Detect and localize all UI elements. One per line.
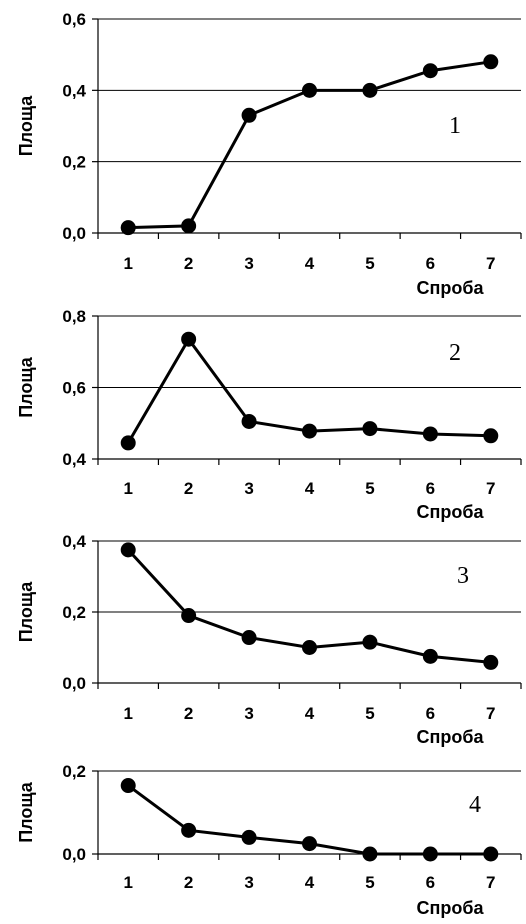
chart-2-xtick-label: 6	[426, 479, 435, 498]
chart-1-x-axis-title: Спроба	[417, 278, 485, 298]
chart-3-xtick-label: 7	[486, 704, 495, 723]
chart-4-ytick-label: 0,0	[62, 845, 86, 864]
chart-3-data-point	[181, 608, 197, 624]
chart-3-data-point	[241, 630, 257, 646]
chart-3-xtick-label: 4	[305, 704, 315, 723]
chart-1-panel-label: 1	[449, 113, 461, 139]
chart-4-xtick-label: 3	[244, 873, 253, 892]
chart-3-data-point	[302, 640, 317, 655]
chart-2-xtick-label: 7	[486, 479, 495, 498]
chart-2-data-point	[302, 423, 317, 439]
chart-1-data-point	[302, 82, 317, 98]
chart-3-data-point	[362, 634, 378, 650]
chart-4-data-point	[241, 829, 257, 845]
chart-3-x-axis-title: Спроба	[417, 727, 485, 747]
chart-1-data-point	[422, 63, 438, 79]
chart-2-xtick-label: 5	[365, 479, 374, 498]
chart-3-ytick-label: 0,2	[62, 603, 86, 622]
chart-2-xtick-label: 3	[244, 479, 253, 498]
chart-3-xtick-label: 6	[426, 704, 435, 723]
chart-4-panel-label: 4	[469, 792, 481, 818]
chart-2-xtick-label: 1	[123, 479, 132, 498]
chart-2-ytick-label: 0,4	[62, 450, 86, 469]
chart-4-data-point	[120, 778, 136, 794]
chart-3-data-point	[120, 542, 136, 558]
chart-1-data-point	[120, 220, 136, 236]
chart-3-xtick-label: 5	[365, 704, 374, 723]
chart-3-panel-label: 3	[457, 563, 469, 589]
chart-4-xtick-label: 4	[305, 873, 315, 892]
chart-1-xtick-label: 7	[486, 254, 495, 273]
chart-3-data-point	[483, 654, 499, 670]
chart-2-data-point	[422, 426, 438, 442]
chart-4-ytick-label: 0,2	[62, 762, 86, 781]
chart-1-xtick-label: 2	[184, 254, 193, 273]
chart-3-xtick-label: 1	[123, 704, 132, 723]
chart-2-panel-label: 2	[449, 340, 461, 366]
chart-4-data-point	[302, 836, 317, 852]
chart-2-ytick-label: 0,8	[62, 307, 86, 326]
chart-3-xtick-label: 2	[184, 704, 193, 723]
chart-1-data-point	[181, 218, 197, 234]
chart-4-xtick-label: 2	[184, 873, 193, 892]
chart-4-data-point	[181, 822, 197, 838]
chart-1-data-point	[483, 54, 499, 70]
chart-1-xtick-label: 5	[365, 254, 374, 273]
chart-3-ytick-label: 0,4	[62, 532, 86, 551]
chart-2-data-point	[241, 413, 257, 429]
chart-4-xtick-label: 6	[426, 873, 435, 892]
chart-1-y-axis-title: Площа	[16, 95, 36, 157]
chart-3-ytick-label: 0,0	[62, 674, 86, 693]
chart-1-data-point	[241, 107, 257, 123]
chart-3-y-axis-title: Площа	[16, 581, 36, 643]
chart-4-data-point	[483, 846, 499, 862]
chart-1-xtick-label: 1	[123, 254, 132, 273]
chart-2-x-axis-title: Спроба	[417, 502, 485, 522]
chart-3-xtick-label: 3	[244, 704, 253, 723]
chart-2-data-point	[483, 428, 499, 444]
chart-1-ytick-label: 0,0	[62, 224, 86, 243]
chart-3-data-point	[422, 648, 438, 664]
chart-4-x-axis-title: Спроба	[417, 898, 485, 918]
chart-2-data-point	[362, 421, 378, 437]
chart-4-data-point	[422, 846, 438, 862]
chart-4-data-point	[362, 846, 378, 862]
chart-4-y-axis-title: Площа	[16, 781, 36, 843]
chart-2-ytick-label: 0,6	[62, 379, 86, 398]
chart-1-xtick-label: 6	[426, 254, 435, 273]
chart-1-data-point	[362, 82, 378, 98]
chart-1-ytick-label: 0,6	[62, 10, 86, 29]
chart-4-xtick-label: 1	[123, 873, 132, 892]
chart-2-xtick-label: 2	[184, 479, 193, 498]
chart-1-xtick-label: 3	[244, 254, 253, 273]
chart-2-y-axis-title: Площа	[16, 356, 36, 418]
chart-1-xtick-label: 4	[305, 254, 315, 273]
chart-1-ytick-label: 0,4	[62, 81, 86, 100]
chart-2-data-point	[120, 435, 136, 451]
chart-4-xtick-label: 5	[365, 873, 374, 892]
chart-2-data-point	[181, 331, 197, 347]
chart-4-xtick-label: 7	[486, 873, 495, 892]
chart-2-xtick-label: 4	[305, 479, 315, 498]
chart-1-ytick-label: 0,2	[62, 153, 86, 172]
